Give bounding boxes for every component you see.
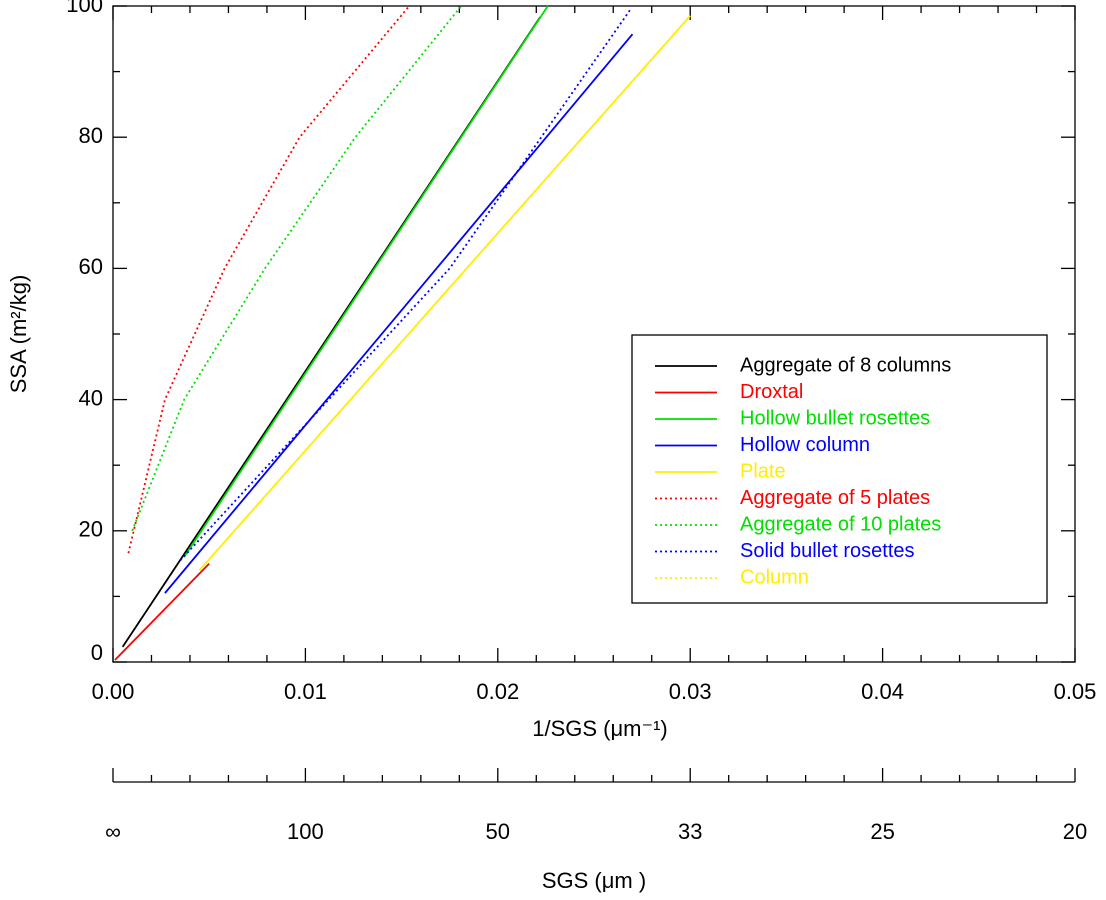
legend-label: Droxtal <box>740 381 803 403</box>
y-tick-label: 60 <box>79 254 103 279</box>
legend-box <box>631 334 1048 604</box>
series-line <box>114 562 210 661</box>
y-tick-label: 80 <box>79 123 103 148</box>
y-tick-label: 0 <box>91 640 103 665</box>
legend-label: Column <box>740 566 809 588</box>
legend-label: Aggregate of 5 plates <box>740 487 930 509</box>
x-tick-label: 0.00 <box>92 679 135 704</box>
x-tick-label: 0.04 <box>861 679 904 704</box>
x2-tick-label: 25 <box>870 819 894 844</box>
x2-axis-title: SGS (μm ) <box>542 868 646 893</box>
x2-tick-label: ∞ <box>105 819 121 844</box>
y-tick-label: 40 <box>79 385 103 410</box>
series-line <box>131 5 462 532</box>
y-tick-label: 100 <box>66 0 103 17</box>
legend-label: Hollow column <box>740 434 870 456</box>
x2-tick-label: 50 <box>486 819 510 844</box>
legend-label: Aggregate of 8 columns <box>740 354 951 376</box>
series-line <box>127 5 410 554</box>
series-line <box>198 15 691 571</box>
legend-label: Plate <box>740 460 786 482</box>
legend-label: Hollow bullet rosettes <box>740 407 930 429</box>
legend-label: Solid bullet rosettes <box>740 540 915 562</box>
x2-tick-label: 100 <box>287 819 324 844</box>
x2-tick-label: 20 <box>1063 819 1087 844</box>
x2-tick-label: 33 <box>678 819 702 844</box>
x-tick-label: 0.01 <box>284 679 327 704</box>
series-line <box>179 8 632 561</box>
legend-label: Aggregate of 10 plates <box>740 513 941 535</box>
y-axis-title: SSA (m²/kg) <box>6 275 31 394</box>
x-tick-label: 0.05 <box>1054 679 1097 704</box>
x-tick-label: 0.03 <box>669 679 712 704</box>
x-axis-title: 1/SGS (μm⁻¹) <box>532 716 668 741</box>
series-line <box>183 5 549 558</box>
x-tick-label: 0.02 <box>476 679 519 704</box>
series-line <box>164 33 634 594</box>
y-tick-label: 20 <box>79 517 103 542</box>
plot-frame <box>112 5 1076 663</box>
